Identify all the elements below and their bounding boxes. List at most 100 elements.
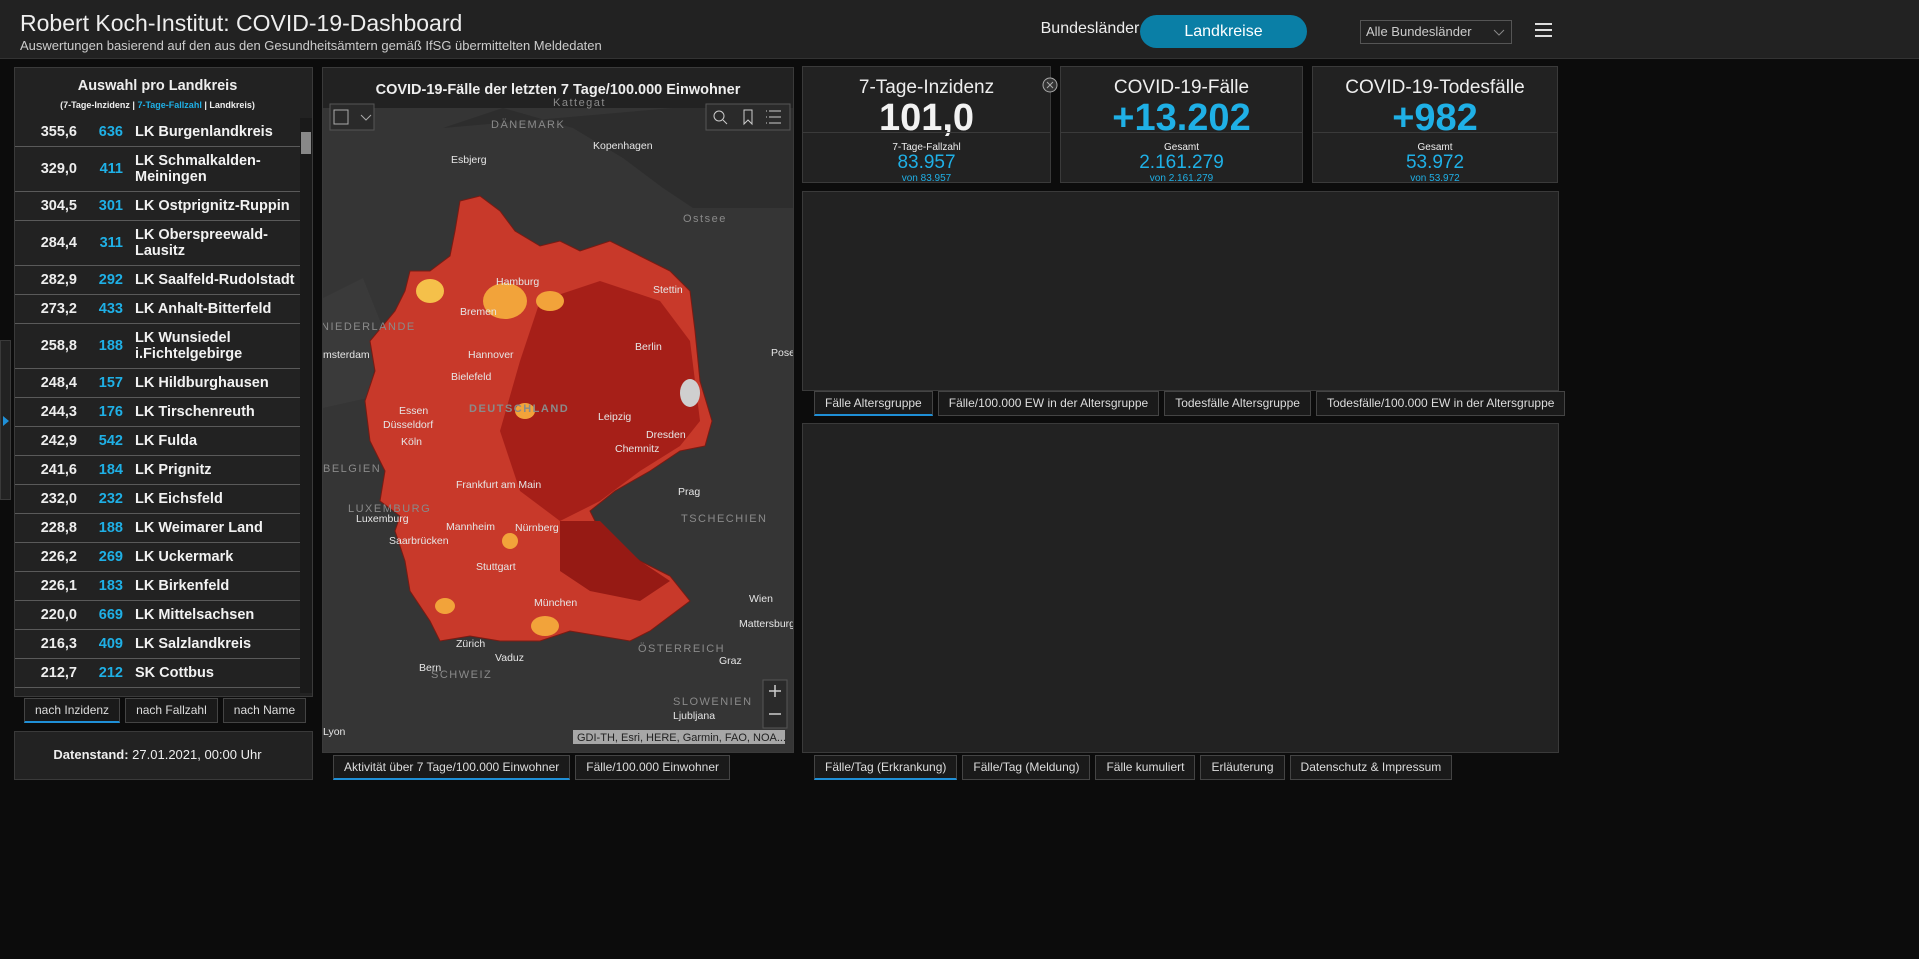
incidence: 273,2 (40, 301, 77, 317)
kpi-value: +982 (1392, 97, 1478, 139)
map-label: Berlin (635, 341, 662, 353)
map-label: München (534, 597, 577, 609)
scrollbar[interactable] (300, 118, 312, 693)
caret-icon[interactable] (360, 114, 372, 121)
kpi-sub-label: Gesamt (1417, 142, 1453, 153)
map-label: Ljubljana (673, 710, 715, 722)
district-name: LK Mittelsachsen (135, 607, 255, 623)
tab[interactable]: Todesfälle Altersgruppe (1164, 391, 1311, 416)
region-shape[interactable] (536, 291, 564, 311)
select-icon[interactable] (333, 109, 349, 125)
map-label: msterdam (323, 349, 370, 361)
district-name: LK Tirschenreuth (135, 404, 255, 420)
region-shape[interactable] (500, 281, 700, 521)
list-row[interactable]: 273,2 433 LK Anhalt-Bitterfeld (15, 295, 300, 324)
list-row[interactable]: 242,9 542 LK Fulda (15, 427, 300, 456)
tab[interactable]: Fälle/Tag (Erkrankung) (814, 755, 958, 780)
list-row[interactable]: 220,0 669 LK Mittelsachsen (15, 601, 300, 630)
search-icon[interactable] (713, 110, 725, 122)
map-label: Saarbrücken (389, 535, 449, 547)
district-name: LK Ostprignitz-Ruppin (135, 198, 290, 214)
kpi-title: 7-Tage-Inzidenz (858, 77, 995, 98)
scroll-thumb[interactable] (301, 132, 311, 154)
legend-part: (7-Tage-Inzidenz | (60, 100, 135, 110)
nav-tab-active[interactable]: Landkreise (1140, 15, 1307, 48)
map-label: Posen (771, 347, 793, 359)
dropdown-text: Alle Bundesländer (1366, 24, 1472, 39)
tab[interactable]: Fälle/Tag (Meldung) (962, 755, 1091, 780)
map-label: TSCHECHIEN (681, 513, 768, 525)
tab[interactable]: nach Inzidenz (24, 698, 121, 723)
region-shape[interactable] (680, 379, 700, 407)
region-shape[interactable] (416, 279, 444, 303)
search-icon[interactable] (722, 119, 728, 125)
side-toggle[interactable] (0, 340, 11, 500)
list-row[interactable]: 241,6 184 LK Prignitz (15, 456, 300, 485)
map-label: Mattersburg (739, 618, 793, 630)
incidence: 226,1 (40, 578, 77, 594)
list-row[interactable]: 216,3 409 LK Salzlandkreis (15, 630, 300, 659)
tab[interactable]: nach Name (222, 698, 307, 723)
case-count: 176 (98, 404, 123, 420)
list-icon[interactable] (766, 110, 781, 124)
list-row[interactable]: 304,5 301 LK Ostprignitz-Ruppin (15, 192, 300, 221)
kpi-title: COVID-19-Todesfälle (1345, 77, 1525, 98)
list-row[interactable]: 232,0 232 LK Eichsfeld (15, 485, 300, 514)
map[interactable]: COVID-19-Fälle der letzten 7 Tage/100.00… (323, 68, 793, 752)
region-shape[interactable] (560, 521, 670, 601)
incidence: 329,0 (40, 161, 77, 177)
tab[interactable]: nach Fallzahl (125, 698, 218, 723)
expand-icon[interactable] (1042, 77, 1058, 93)
toolbar-box[interactable] (329, 103, 375, 131)
region-shape[interactable] (502, 533, 518, 549)
tab[interactable]: Fälle Altersgruppe (814, 391, 933, 416)
age-chart-panel (802, 191, 1559, 391)
list-row[interactable]: 228,8 188 LK Weimarer Land (15, 514, 300, 543)
menu-icon[interactable] (1535, 22, 1553, 38)
map-label: Kattegat (553, 97, 606, 109)
case-count: 232 (98, 491, 123, 507)
zoom-in[interactable] (769, 685, 781, 697)
list-row[interactable]: 226,2 269 LK Uckermark (15, 543, 300, 572)
list-row[interactable]: 258,8 188 LK Wunsiedel i.Fichtelgebirge (15, 324, 300, 369)
incidence: 216,3 (40, 636, 77, 652)
list-row[interactable]: 284,4 311 LK Oberspreewald-Lausitz (15, 221, 300, 266)
region-shape[interactable] (531, 616, 559, 636)
region-shape[interactable] (435, 598, 455, 614)
list-row[interactable]: 244,3 176 LK Tirschenreuth (15, 398, 300, 427)
tab[interactable]: Aktivität über 7 Tage/100.000 Einwohner (333, 755, 571, 780)
map-label: SCHWEIZ (431, 669, 492, 681)
case-count: 311 (99, 235, 123, 251)
case-count: 669 (98, 607, 123, 623)
tab[interactable]: Datenschutz & Impressum (1289, 755, 1453, 780)
map-label: Lyon (323, 726, 346, 738)
list-row[interactable]: 212,7 212 SK Cottbus (15, 659, 300, 688)
tab[interactable]: Todesfälle/100.000 EW in der Altersgrupp… (1315, 391, 1566, 416)
kpi-divider (1313, 132, 1557, 133)
list-row[interactable]: 355,6 636 LK Burgenlandkreis (15, 118, 300, 147)
tab[interactable]: Fälle kumuliert (1095, 755, 1196, 780)
neighbor (323, 278, 383, 408)
map-label: Bern (419, 662, 441, 674)
tab[interactable]: Fälle/100.000 Einwohner (575, 755, 731, 780)
kpi-divider (1061, 132, 1302, 133)
tab[interactable]: Fälle/100.000 EW in der Altersgruppe (937, 391, 1160, 416)
kpi-sub-note: von 83.957 (901, 173, 952, 184)
region-shape[interactable] (515, 403, 535, 419)
case-count: 184 (98, 462, 123, 478)
state-dropdown[interactable]: Alle Bundesländer (1360, 20, 1512, 44)
bookmark-icon[interactable] (743, 109, 753, 126)
region-shape[interactable] (483, 283, 527, 319)
case-count: 212 (98, 665, 123, 681)
map-label: SLOWENIEN (673, 696, 753, 708)
status-value: 27.01.2021, 00:00 Uhr (132, 747, 262, 762)
kpi-value: +13.202 (1112, 97, 1251, 139)
list-row[interactable]: 329,0 411 LK Schmalkalden-Meiningen (15, 147, 300, 192)
tab[interactable]: Erläuterung (1200, 755, 1285, 780)
nav-tab[interactable]: Bundesländer (1040, 20, 1140, 37)
legend-part: | Landkreis) (204, 100, 255, 110)
list-row[interactable]: 248,4 157 LK Hildburghausen (15, 369, 300, 398)
list-row[interactable]: 226,1 183 LK Birkenfeld (15, 572, 300, 601)
list-row[interactable]: 282,9 292 LK Saalfeld-Rudolstadt (15, 266, 300, 295)
incidence: 226,2 (40, 549, 77, 565)
